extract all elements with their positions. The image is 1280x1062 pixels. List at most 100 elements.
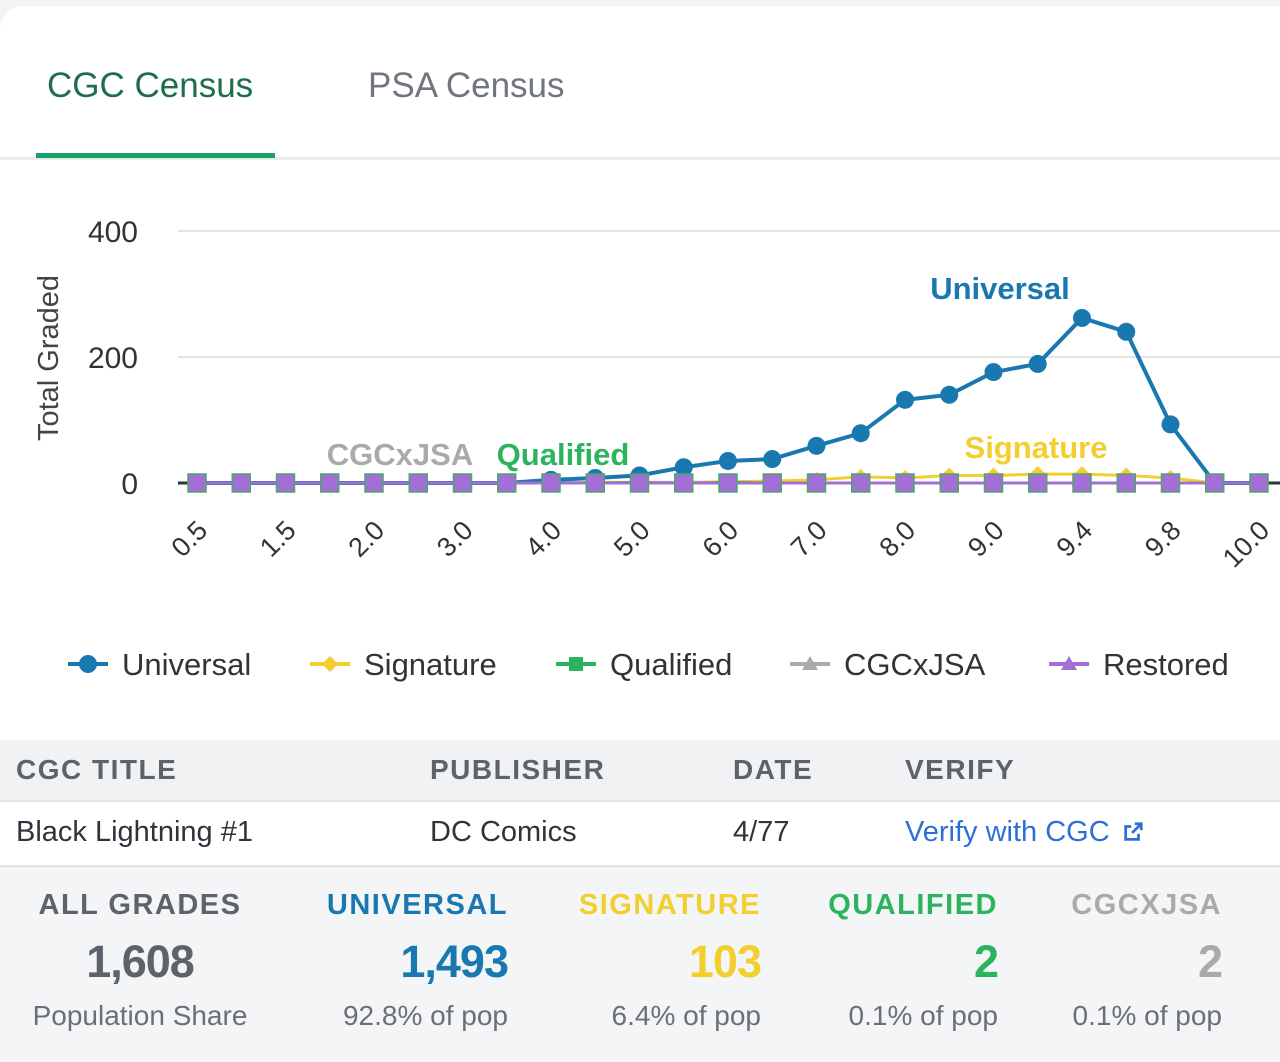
stat-label: QUALIFIED bbox=[828, 889, 998, 921]
verify-link-label: Verify with CGC bbox=[905, 816, 1110, 848]
x-tick-label: 5.0 bbox=[608, 515, 656, 563]
stat-value: 2 bbox=[1197, 936, 1223, 987]
data-point bbox=[452, 473, 473, 493]
data-point bbox=[806, 473, 827, 493]
header-cgc-title: CGC TITLE bbox=[16, 754, 178, 785]
x-tick-label: 9.8 bbox=[1139, 515, 1187, 563]
header-date: DATE bbox=[733, 754, 814, 785]
cell-date: 4/77 bbox=[733, 816, 790, 848]
stat-all-grades: ALL GRADES 1,608 Population Share bbox=[20, 889, 260, 1032]
data-point bbox=[1072, 473, 1092, 493]
series-data-label: CGCxJSA bbox=[327, 437, 473, 472]
stat-cgcxjsa: CGCXJSA 2 0.1% of pop bbox=[1020, 889, 1223, 1032]
stat-value: 1,608 bbox=[86, 936, 195, 987]
x-tick-label: 9.4 bbox=[1050, 515, 1098, 563]
verify-with-cgc-link[interactable]: Verify with CGC bbox=[905, 816, 1144, 848]
grade-stats: ALL GRADES 1,608 Population Share UNIVER… bbox=[0, 869, 1280, 1062]
x-tick-label: 7.0 bbox=[785, 515, 833, 563]
data-point bbox=[718, 473, 738, 493]
data-point bbox=[364, 473, 384, 493]
census-tabs: CGC Census PSA Census bbox=[0, 6, 1280, 160]
stat-label: SIGNATURE bbox=[578, 889, 761, 921]
data-point bbox=[896, 390, 914, 409]
header-publisher: PUBLISHER bbox=[430, 754, 606, 785]
stat-share: 0.1% of pop bbox=[848, 1000, 998, 1031]
stat-value: 2 bbox=[973, 936, 999, 987]
series-restored bbox=[187, 473, 1269, 493]
legend-item-restored[interactable]: Restored bbox=[1049, 647, 1229, 682]
stat-share: 6.4% of pop bbox=[611, 1000, 761, 1031]
data-point bbox=[807, 436, 826, 455]
data-point bbox=[763, 450, 782, 469]
x-tick-label: 0.5 bbox=[165, 515, 213, 563]
legend-item-qualified[interactable]: Qualified bbox=[556, 647, 732, 682]
data-point bbox=[719, 451, 737, 470]
data-point bbox=[1117, 322, 1136, 341]
stat-signature: SIGNATURE 103 6.4% of pop bbox=[540, 889, 762, 1032]
series-data-label: Signature bbox=[965, 430, 1108, 465]
stat-value: 1,493 bbox=[400, 936, 509, 987]
data-point bbox=[939, 473, 959, 493]
tab-psa-census[interactable]: PSA Census bbox=[368, 66, 565, 105]
data-point bbox=[1161, 415, 1180, 434]
legend-marker-icon bbox=[79, 655, 97, 673]
data-point bbox=[231, 473, 251, 493]
data-point bbox=[187, 473, 207, 493]
legend-label: Qualified bbox=[610, 647, 732, 682]
stat-label: ALL GRADES bbox=[38, 889, 242, 921]
stat-value: 103 bbox=[688, 936, 762, 987]
stat-label: CGCXJSA bbox=[1071, 889, 1222, 921]
series-data-label: Universal bbox=[930, 271, 1070, 306]
data-point bbox=[585, 473, 605, 493]
y-tick-label: 200 bbox=[88, 342, 138, 375]
y-axis-title: Total Graded bbox=[33, 275, 65, 441]
legend-item-signature[interactable]: Signature bbox=[310, 647, 497, 682]
table-header: CGC TITLE PUBLISHER DATE VERIFY bbox=[0, 740, 1280, 802]
active-tab-indicator bbox=[36, 153, 275, 158]
data-point bbox=[674, 458, 693, 477]
y-tick-label: 0 bbox=[121, 468, 138, 501]
legend-marker-icon bbox=[802, 656, 818, 670]
data-point bbox=[940, 385, 959, 404]
stat-qualified: QUALIFIED 2 0.1% of pop bbox=[790, 889, 999, 1032]
legend-marker-icon bbox=[1061, 656, 1077, 670]
data-point bbox=[497, 473, 517, 493]
x-tick-label: 10.0 bbox=[1217, 515, 1275, 573]
data-point bbox=[629, 473, 650, 493]
data-point bbox=[674, 473, 694, 493]
stat-share: 92.8% of pop bbox=[342, 1000, 508, 1031]
y-tick-label: 400 bbox=[88, 216, 138, 249]
data-point bbox=[851, 473, 871, 493]
data-point bbox=[1028, 473, 1048, 493]
x-tick-label: 4.0 bbox=[519, 515, 567, 563]
data-point bbox=[1205, 473, 1225, 493]
data-point bbox=[1028, 354, 1047, 373]
stat-label: UNIVERSAL bbox=[326, 889, 508, 921]
x-tick-label: 1.5 bbox=[254, 515, 302, 563]
data-point bbox=[984, 363, 1003, 382]
data-point bbox=[320, 473, 340, 493]
series-data-label: Qualified bbox=[497, 437, 630, 472]
cell-verify: Verify with CGC bbox=[905, 816, 1144, 849]
data-point bbox=[1249, 473, 1269, 493]
table-row: Black Lightning #1 DC Comics 4/77 Verify… bbox=[0, 802, 1280, 868]
x-tick-label: 8.0 bbox=[873, 515, 921, 563]
data-point bbox=[275, 473, 296, 493]
cell-publisher: DC Comics bbox=[430, 816, 577, 848]
tab-cgc-census[interactable]: CGC Census bbox=[47, 66, 254, 105]
legend-label: CGCxJSA bbox=[844, 647, 986, 682]
legend-label: Signature bbox=[364, 647, 497, 682]
legend-label: Restored bbox=[1103, 647, 1229, 682]
data-point bbox=[762, 473, 782, 493]
cell-title: Black Lightning #1 bbox=[16, 816, 253, 848]
legend-item-universal[interactable]: Universal bbox=[68, 647, 251, 682]
data-point bbox=[1073, 308, 1091, 327]
census-line-chart: 0 200 400 Total Graded 0.5 1.5 2.0 3.0 4.0 5.0 6.0… bbox=[33, 216, 1280, 682]
external-link-icon bbox=[1124, 822, 1143, 841]
stat-universal: UNIVERSAL 1,493 92.8% of pop bbox=[290, 889, 509, 1032]
data-point bbox=[1116, 473, 1136, 493]
data-point bbox=[983, 473, 1004, 493]
x-tick-label: 9.0 bbox=[962, 515, 1010, 563]
x-tick-label: 2.0 bbox=[342, 515, 390, 563]
legend-item-cgcxjsa[interactable]: CGCxJSA bbox=[790, 647, 986, 682]
